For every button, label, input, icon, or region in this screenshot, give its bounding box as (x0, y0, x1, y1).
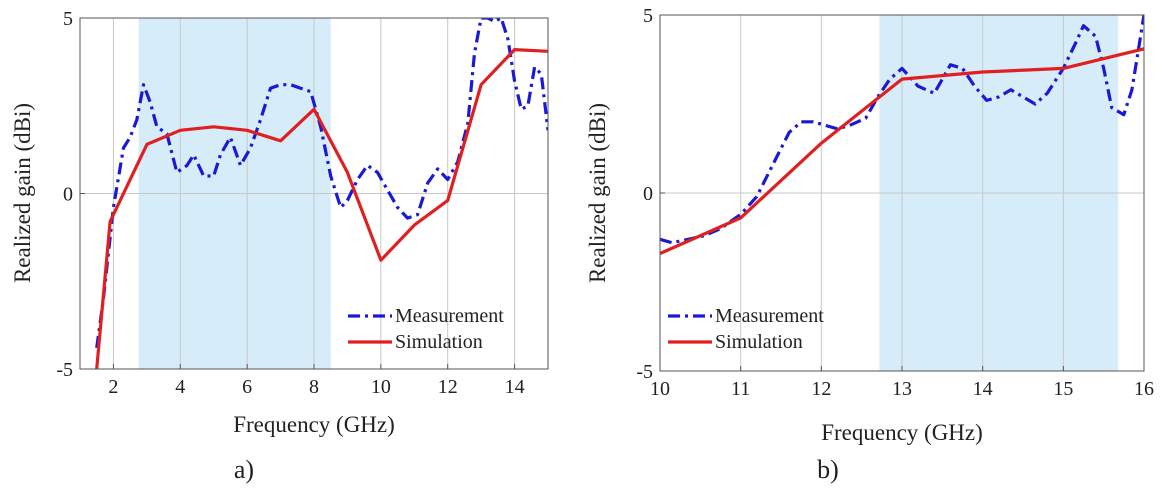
x-axis-label: Frequency (GHz) (233, 412, 395, 437)
x-tick-label: 12 (811, 378, 831, 400)
legend-label-simulation: Simulation (715, 331, 803, 353)
x-tick-label: 8 (309, 376, 319, 398)
legend: Measurement Simulation (668, 305, 824, 353)
x-tick-label: 10 (650, 378, 670, 400)
x-tick-label: 13 (892, 378, 912, 400)
x-tick-label: 12 (438, 376, 458, 398)
legend-label-simulation: Simulation (395, 331, 483, 353)
x-tick-label: 14 (973, 378, 993, 400)
panel-caption: b) (817, 455, 839, 484)
x-tick-label: 6 (242, 376, 252, 398)
x-tick-label: 2 (108, 376, 118, 398)
simulation-line (660, 47, 1144, 255)
y-axis-label: Realized gain (dBi) (585, 103, 610, 283)
simulation-line (95, 47, 548, 369)
y-tick-label: 5 (643, 5, 653, 27)
x-tick-label: 14 (505, 376, 525, 398)
x-tick-label: 15 (1053, 378, 1073, 400)
y-tick-label: 5 (63, 8, 73, 30)
chart-panel-b: 10 11 12 13 14 15 16 -5 0 5 Frequency (GHz) Reali… (585, 5, 1154, 484)
x-tick-label: 10 (371, 376, 391, 398)
panel-caption: a) (234, 455, 254, 484)
y-tick-label: 0 (63, 184, 73, 206)
legend: Measurement Simulation (348, 305, 504, 353)
measurement-line (95, 18, 548, 349)
x-tick-label: 11 (731, 378, 750, 400)
x-tick-label: 16 (1134, 378, 1154, 400)
y-tick-label: -5 (56, 359, 73, 381)
legend-label-measurement: Measurement (715, 305, 824, 327)
y-axis-label: Realized gain (dBi) (10, 103, 35, 283)
x-axis-label: Frequency (GHz) (821, 420, 983, 445)
legend-label-measurement: Measurement (395, 305, 504, 327)
y-tick-label: -5 (636, 361, 653, 383)
x-tick-label: 4 (175, 376, 185, 398)
y-tick-label: 0 (643, 183, 653, 205)
chart-panel-a: 2 4 6 8 10 12 14 -5 0 5 Frequency (GHz) Realized … (10, 8, 549, 484)
